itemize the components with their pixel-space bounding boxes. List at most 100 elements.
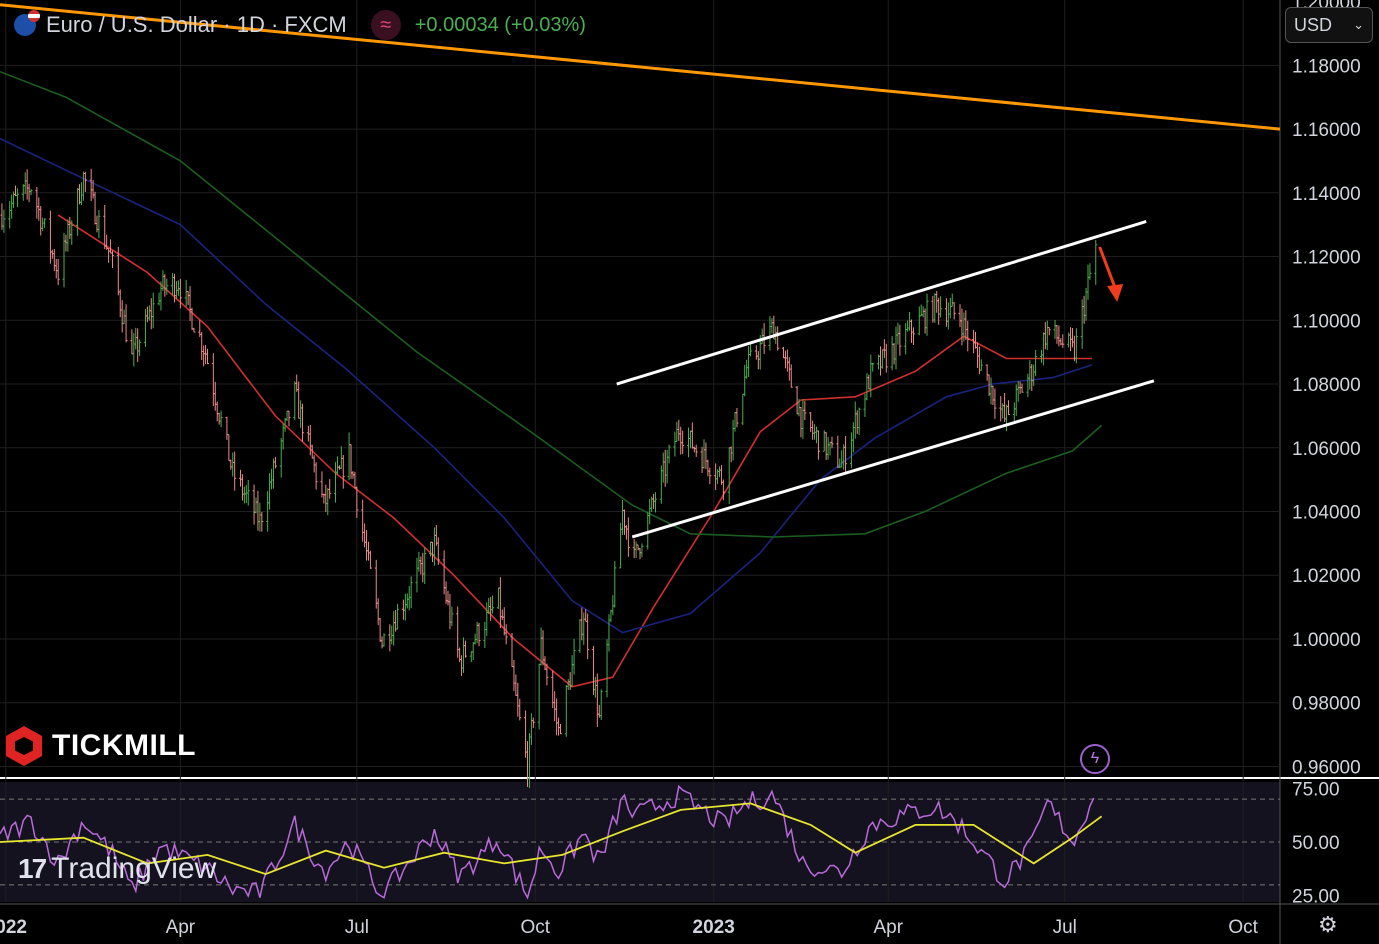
candle bbox=[409, 576, 413, 609]
candle bbox=[258, 502, 262, 532]
rsi-tick-label: 25.00 bbox=[1292, 887, 1340, 908]
candle bbox=[826, 436, 830, 460]
candle bbox=[287, 410, 291, 427]
candle bbox=[374, 559, 378, 609]
candle bbox=[892, 343, 896, 365]
candle bbox=[989, 377, 993, 405]
candle bbox=[948, 297, 952, 319]
candle bbox=[219, 410, 223, 428]
candle bbox=[165, 278, 169, 295]
candle bbox=[238, 469, 242, 487]
candle bbox=[663, 449, 667, 487]
candle bbox=[489, 597, 493, 622]
candle bbox=[1020, 383, 1024, 393]
candle bbox=[878, 346, 882, 376]
candle bbox=[659, 465, 663, 504]
gear-icon[interactable]: ⚙ bbox=[1318, 912, 1338, 937]
wave-icon[interactable]: ≈ bbox=[370, 10, 401, 40]
price-tick-label: 0.96000 bbox=[1292, 757, 1361, 778]
candle bbox=[14, 185, 18, 197]
candle bbox=[809, 412, 813, 433]
symbol-title[interactable]: Euro / U.S. Dollar · 1D · FXCM bbox=[46, 12, 347, 37]
candle bbox=[621, 499, 625, 535]
candle bbox=[460, 655, 464, 677]
currency-select[interactable]: USD ⌄ bbox=[1285, 7, 1373, 43]
candle bbox=[636, 544, 640, 551]
time-tick-label: 2023 bbox=[693, 917, 735, 938]
candle bbox=[814, 426, 818, 444]
tickmill-logo: TICKMILL bbox=[6, 726, 196, 766]
candle bbox=[178, 278, 182, 309]
candle bbox=[634, 541, 638, 558]
candle bbox=[353, 471, 357, 489]
candle bbox=[157, 292, 161, 306]
candle bbox=[491, 595, 495, 614]
candle bbox=[301, 403, 305, 442]
time-tick-label: Apr bbox=[873, 917, 903, 938]
candle bbox=[477, 622, 481, 647]
candles bbox=[0, 168, 1098, 789]
candle bbox=[401, 599, 405, 620]
candle bbox=[690, 422, 694, 449]
candle bbox=[704, 442, 708, 470]
candle bbox=[279, 437, 283, 478]
candle bbox=[256, 490, 260, 531]
candle bbox=[516, 682, 520, 717]
price-tick-label: 1.02000 bbox=[1292, 566, 1361, 587]
candle bbox=[380, 636, 384, 649]
candle bbox=[564, 684, 568, 737]
candle bbox=[293, 381, 297, 421]
lightning-icon[interactable]: ϟ bbox=[1080, 744, 1110, 774]
candle bbox=[79, 182, 83, 206]
candle bbox=[448, 593, 452, 630]
candle bbox=[368, 550, 372, 569]
currency-value: USD bbox=[1294, 14, 1333, 35]
price-tick-label: 0.98000 bbox=[1292, 694, 1361, 715]
candle bbox=[134, 327, 138, 350]
candle bbox=[103, 205, 107, 250]
candle bbox=[665, 450, 669, 484]
candle bbox=[572, 638, 576, 675]
candle bbox=[407, 585, 411, 611]
arrow-shaft bbox=[1098, 246, 1117, 289]
candle bbox=[52, 249, 56, 272]
candle bbox=[320, 471, 324, 498]
time-tick-label: 2022 bbox=[0, 917, 27, 938]
candle bbox=[622, 509, 626, 535]
candle bbox=[558, 723, 562, 735]
candle bbox=[512, 659, 516, 691]
candle bbox=[35, 186, 39, 219]
candle bbox=[143, 308, 147, 347]
candle bbox=[176, 280, 180, 296]
arrow-head bbox=[1107, 283, 1124, 302]
candle bbox=[898, 324, 902, 356]
price-tick-label: 1.12000 bbox=[1292, 248, 1361, 269]
candle bbox=[312, 455, 316, 473]
candle bbox=[1012, 402, 1016, 424]
candle bbox=[394, 610, 398, 632]
candle bbox=[910, 319, 914, 343]
candle bbox=[483, 621, 487, 649]
candle bbox=[504, 624, 508, 645]
candle bbox=[147, 305, 151, 321]
candle bbox=[240, 474, 244, 501]
price-tick-label: 1.06000 bbox=[1292, 439, 1361, 460]
candle bbox=[638, 548, 642, 560]
candle bbox=[225, 416, 229, 440]
candle bbox=[925, 293, 929, 336]
candle bbox=[1055, 325, 1059, 344]
candle bbox=[570, 655, 574, 687]
candle bbox=[681, 430, 685, 455]
candle bbox=[799, 407, 803, 438]
down-arrow-annotation bbox=[1098, 246, 1124, 302]
candle bbox=[8, 200, 12, 229]
candle bbox=[632, 539, 636, 559]
price-tick-label: 1.08000 bbox=[1292, 375, 1361, 396]
candle bbox=[991, 385, 995, 405]
candle bbox=[54, 258, 58, 279]
candle bbox=[485, 602, 489, 636]
candle bbox=[436, 537, 440, 565]
time-tick-label: Oct bbox=[1228, 917, 1258, 938]
candle bbox=[1047, 326, 1051, 336]
